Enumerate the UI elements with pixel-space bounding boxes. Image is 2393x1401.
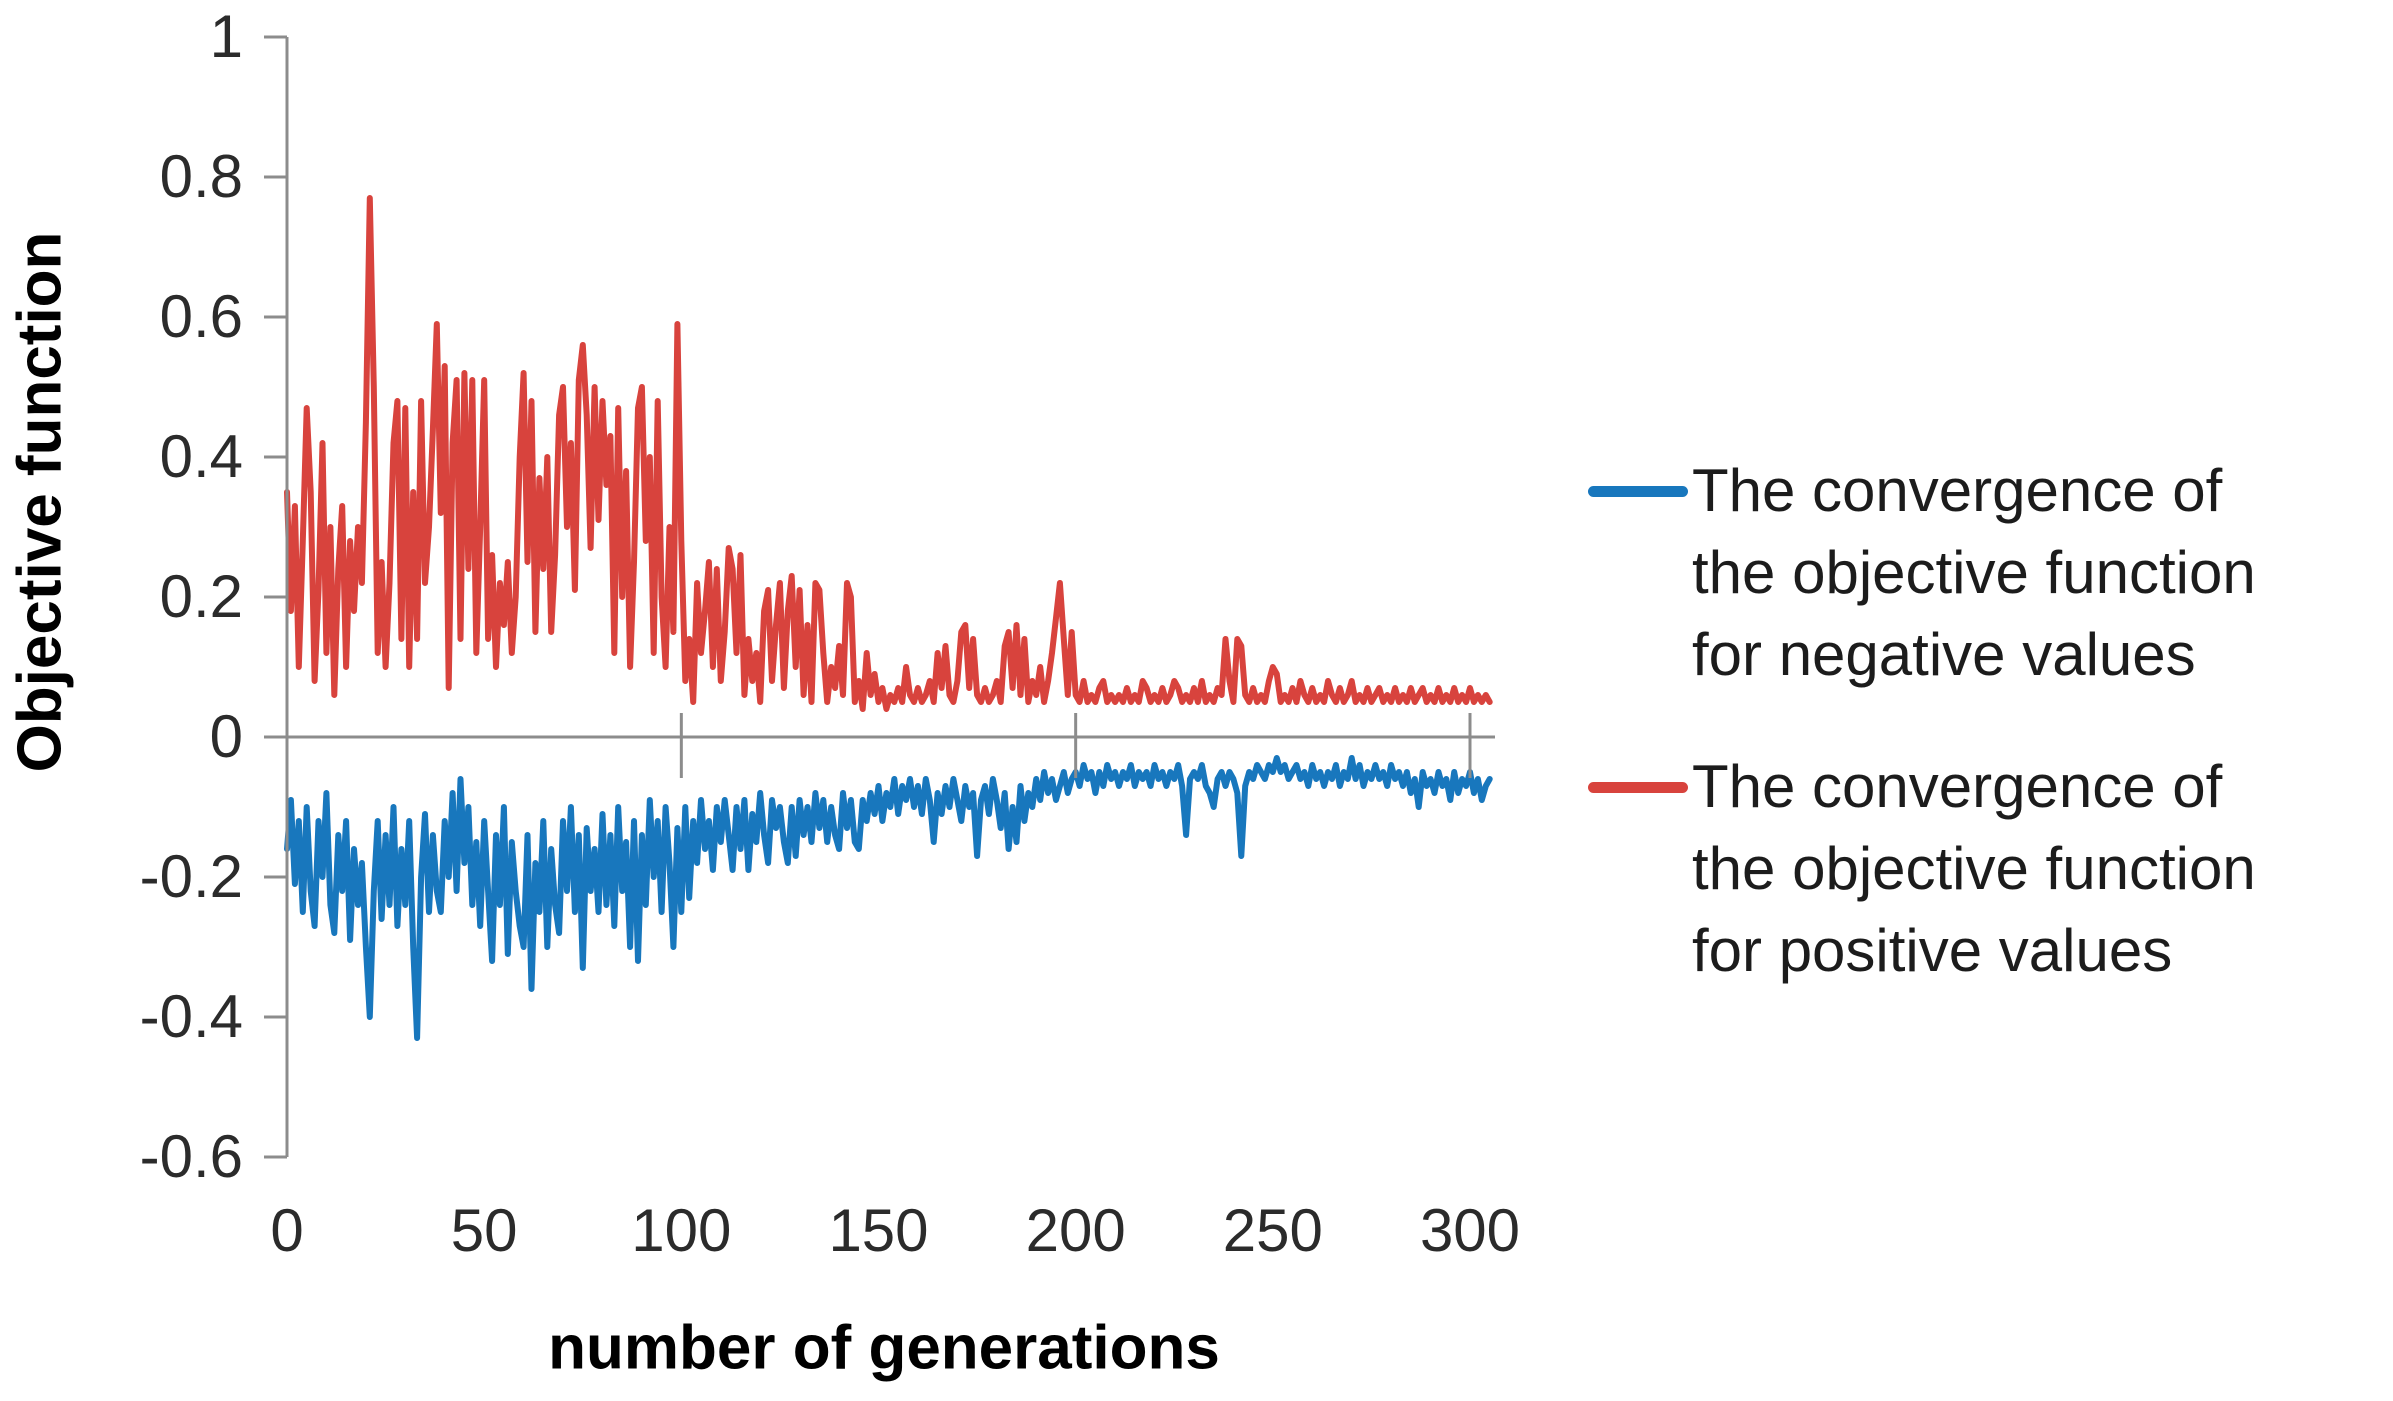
y-tick-label-1: 1 <box>209 3 243 70</box>
legend-label-line: The convergence of <box>1692 753 2223 820</box>
y-tick-label--0.6: -0.6 <box>139 1123 243 1190</box>
series-negative-line <box>284 755 1493 1041</box>
legend-label-line: the objective function <box>1692 835 2256 902</box>
legend-label-line: the objective function <box>1692 539 2256 606</box>
x-tick-label-300: 300 <box>1419 1197 1521 1264</box>
y-tick-label-0.4: 0.4 <box>159 423 243 490</box>
legend-label-negative: The convergence of the objective function… <box>1692 450 2256 696</box>
x-tick-label-50: 50 <box>450 1197 518 1264</box>
legend-line-swatch-negative <box>1588 486 1688 497</box>
y-tick-label-0: 0 <box>209 703 243 770</box>
x-tick-label-200: 200 <box>1025 1197 1126 1264</box>
x-tick-label-0: 0 <box>270 1197 304 1264</box>
legend-line-swatch-positive <box>1588 782 1688 793</box>
y-tick-label-0.8: 0.8 <box>159 143 243 210</box>
legend-label-positive: The convergence of the objective function… <box>1692 746 2256 992</box>
legend-entry-negative: The convergence of the objective function… <box>1588 450 2378 696</box>
x-tick-label-250: 250 <box>1222 1197 1323 1264</box>
x-tick-label-100: 100 <box>631 1197 732 1264</box>
y-axis-title: Objective function <box>5 231 75 773</box>
y-tick-label--0.2: -0.2 <box>139 843 243 910</box>
legend-label-line: for negative values <box>1692 621 2196 688</box>
legend-label-line: for positive values <box>1692 917 2173 984</box>
y-tick-label-0.2: 0.2 <box>159 563 243 630</box>
legend: The convergence of the objective function… <box>1588 450 2378 992</box>
x-tick-label-150: 150 <box>828 1197 929 1264</box>
y-tick-label-0.6: 0.6 <box>159 283 243 350</box>
x-axis-title: number of generations <box>548 1313 1220 1383</box>
legend-label-line: The convergence of <box>1692 457 2223 524</box>
series-positive-line <box>284 195 1493 712</box>
y-tick-label--0.4: -0.4 <box>139 983 243 1050</box>
legend-entry-positive: The convergence of the objective function… <box>1588 746 2378 992</box>
